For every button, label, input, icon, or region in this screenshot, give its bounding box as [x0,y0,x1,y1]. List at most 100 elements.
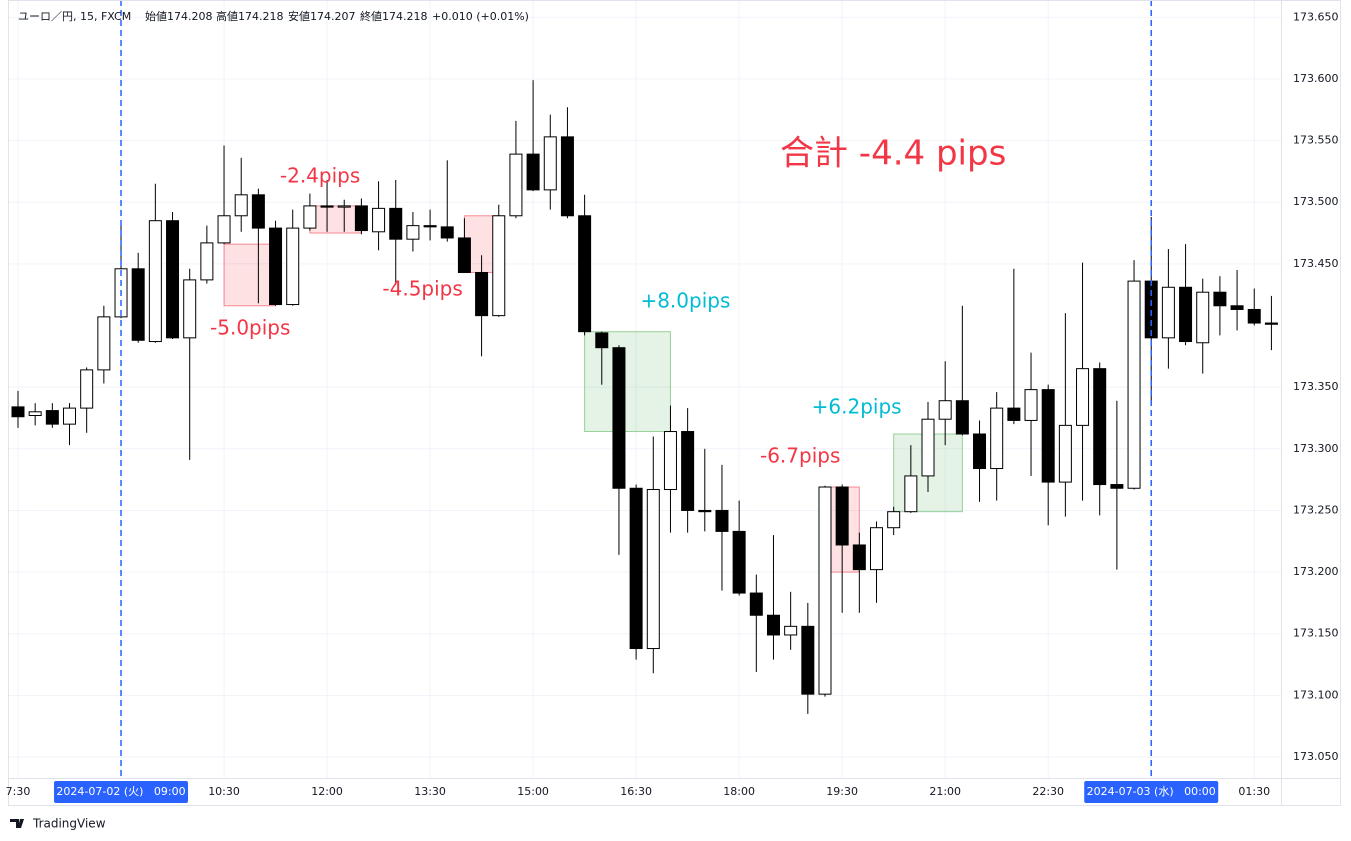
y-tick-label: 173.550 [1293,134,1339,147]
y-tick-label: 173.650 [1293,10,1339,23]
candle-body [440,226,454,239]
x-tick-label: 12:00 [311,785,343,798]
x-tick-highlight [54,781,189,803]
candle-body [1161,286,1175,339]
candle-body [646,488,660,650]
candle-body [560,136,574,217]
candle-body [766,614,780,636]
trade-box [223,243,277,307]
candle-body [681,431,695,511]
trade-box [584,331,671,433]
y-tick-label: 173.300 [1293,442,1339,455]
candle-body [1007,407,1021,421]
candle-body [612,347,626,489]
overlay: -5.0pips -2.4pips -4.5pips +8.0pips -6.7pips… [120,0,1152,778]
x-tick-label: 15:00 [517,785,549,798]
candle-body [1127,280,1141,489]
x-tick-label: 2024-07-02 (火) 09:00 [56,785,185,798]
ohlc-legend: 終値174.218 [360,9,428,23]
candle-body [217,215,231,244]
candle-body [1024,389,1038,421]
trade-label: -4.5pips [382,277,462,301]
candle-body [269,227,283,306]
trade-label: -5.0pips [210,316,290,340]
candle-body [200,242,214,281]
x-tick-label: 18:00 [723,785,755,798]
candle-body [1230,305,1244,310]
candle-body [45,410,59,425]
candle-body [286,227,300,306]
candle-body [1144,280,1158,339]
candle-body [818,486,832,695]
ohlc-legend: 安値174.207 [288,9,356,23]
candle-body [1213,291,1227,307]
candle-body [715,509,729,532]
x-tick-label: 7:30 [6,785,31,798]
candle-body [526,153,540,191]
trade-label: +8.0pips [640,289,730,313]
candle-body [423,225,437,228]
candle-body [835,486,849,546]
candle-body [921,418,935,477]
candle-body [337,205,351,208]
candle-body [406,225,420,240]
candle-body [698,509,712,513]
candle-body [784,625,798,636]
candle-body [1247,308,1261,324]
candle-body [732,530,746,594]
chart-frame [8,0,1341,806]
grid [8,0,1281,778]
x-tick-label: 13:30 [414,785,446,798]
watermark: TradingView [32,817,106,831]
candle-body [251,194,265,229]
trade-box [309,205,362,234]
candle-body [973,433,987,470]
candle-body [1076,368,1090,426]
x-tick-label: 10:30 [208,785,240,798]
candle-body [1058,424,1072,483]
trade-label: +6.2pips [812,395,902,419]
x-tick-label: 16:30 [620,785,652,798]
candle-body [663,431,677,490]
x-tick-label: 21:00 [929,785,961,798]
trade-label: -6.7pips [760,444,840,468]
x-tick-label: 2024-07-03 (水) 00:00 [1087,785,1216,798]
candle-body [234,194,248,217]
x-tick-label: 19:30 [826,785,858,798]
y-tick-label: 173.600 [1293,72,1339,85]
candle-body [492,215,506,317]
y-tick-label: 173.450 [1293,257,1339,270]
candle-body [1264,322,1278,325]
candle-body [543,136,557,191]
candle-body [372,207,386,233]
y-tick-label: 173.100 [1293,688,1339,701]
trade-label: -2.4pips [280,164,360,188]
candle-body [801,625,815,695]
candle-body [1179,286,1193,343]
candle-body [131,268,145,341]
candle-body [938,400,952,420]
total-label: 合計 -4.4 pips [780,134,1006,174]
candle-body [457,237,471,273]
candle-body [97,316,111,371]
candle-body [595,332,609,349]
candle-body [509,153,523,217]
tv-logo [10,819,24,828]
candle-body [578,215,592,333]
candle-body [904,475,918,513]
candle-body [749,592,763,616]
y-tick-label: 173.350 [1293,380,1339,393]
y-tick-label: 173.050 [1293,750,1339,763]
candle-body [303,205,317,229]
y-tick-label: 173.150 [1293,627,1339,640]
candle-body [887,511,901,529]
x-tick-label: 01:30 [1238,785,1270,798]
candle-body [80,369,94,409]
candle-body [166,220,180,339]
candle-body [852,544,866,571]
y-tick-label: 173.250 [1293,503,1339,516]
candle-body [1093,368,1107,486]
candle-body [475,271,489,317]
candle-body [148,220,162,343]
